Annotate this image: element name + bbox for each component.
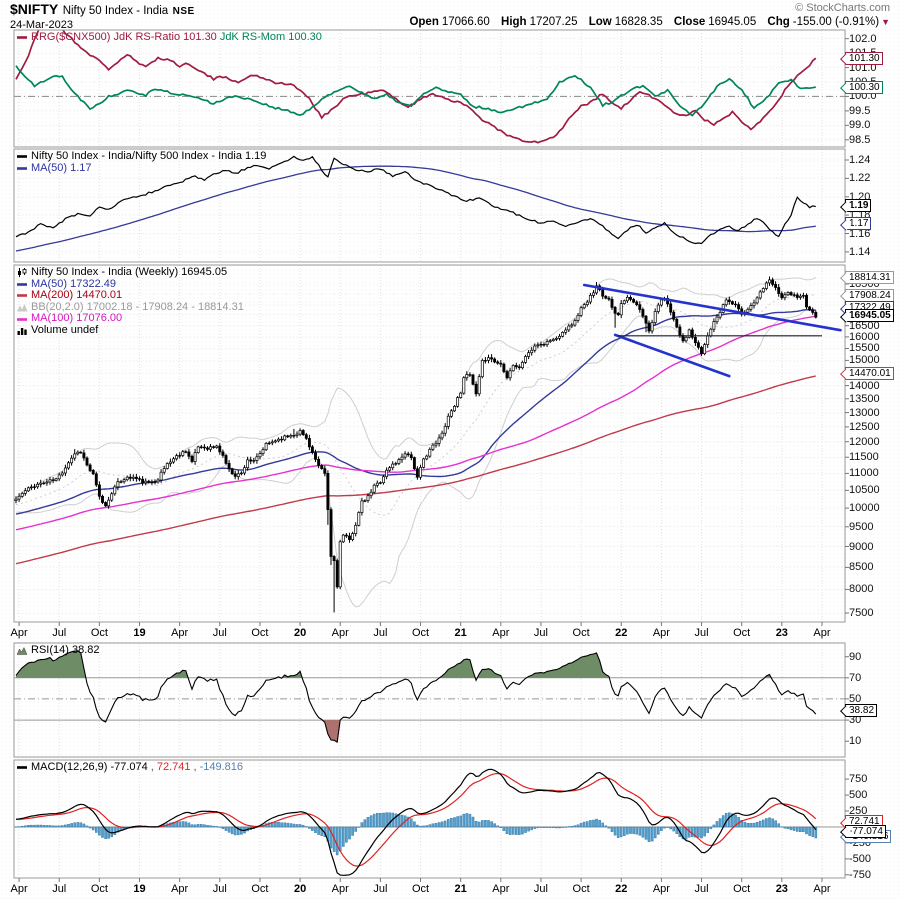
rsi-line: [15, 650, 817, 743]
open-label: Open: [409, 16, 439, 28]
high-value: 17207.25: [529, 16, 578, 28]
header: $NIFTY Nifty 50 Index - India NSE 24-Mar…: [0, 0, 900, 32]
rsi-frame: [13, 642, 846, 758]
close-value: 16945.05: [708, 16, 757, 28]
candles-layer: [14, 276, 818, 613]
macd-plot: [14, 768, 845, 876]
rsi-overbought-fill: [170, 670, 189, 678]
rrg-series: [15, 65, 816, 117]
ma100-line: [15, 315, 816, 531]
copyright: © StockCharts.com: [795, 2, 890, 14]
rrg-gridlines: [14, 30, 845, 147]
low-label: Low: [588, 16, 612, 28]
rrg-series: [15, 30, 817, 144]
chart-date: 24-Mar-2023: [10, 19, 73, 31]
high-label: High: [501, 16, 527, 28]
close-label: Close: [673, 16, 706, 28]
main-gridlines: [14, 265, 845, 622]
ratio-line: [15, 155, 816, 245]
rsi-overbought-fill: [477, 668, 502, 678]
rrg-lines: [14, 30, 845, 144]
rrg-frame: [13, 29, 846, 148]
exchange: NSE: [172, 6, 195, 17]
ma200-line: [15, 375, 816, 565]
rsi-gridlines: [18, 643, 823, 757]
macd-gridlines: [18, 760, 823, 878]
low-value: 16828.35: [614, 16, 663, 28]
open-value: 17066.60: [441, 16, 490, 28]
header-left: $NIFTY Nifty 50 Index - India NSE 24-Mar…: [10, 2, 195, 32]
down-triangle-icon: ▼: [881, 17, 890, 27]
rsi-overbought-fill: [526, 652, 610, 678]
title-line: $NIFTY Nifty 50 Index - India NSE: [10, 2, 195, 19]
quote-line: Open 17066.60 High 17207.25 Low 16828.35 Cl…: [401, 15, 890, 29]
trendline: [582, 283, 842, 332]
ratio-frame: [13, 148, 846, 263]
rsi-oversold-fill: [322, 720, 341, 743]
ratio-gridlines: [14, 149, 845, 262]
instrument-name: Nifty 50 Index - India: [62, 5, 169, 17]
annotations: [582, 283, 842, 378]
rsi-overbought-fill: [282, 671, 303, 678]
chg-label: Chg: [767, 16, 790, 28]
header-right: © StockCharts.com Open 17066.60 High 17207…: [401, 2, 890, 29]
candle-wicks: [15, 276, 817, 613]
rsi-plot: [14, 650, 845, 743]
symbol: $NIFTY: [10, 1, 59, 17]
trendline: [613, 333, 731, 378]
ratio-lines: [15, 155, 816, 252]
macd-line: [15, 768, 817, 876]
moving-averages: [15, 309, 816, 565]
macd-signal-line: [15, 772, 817, 867]
main-frame: [13, 264, 846, 623]
chg-value: -155.00 (-0.91%): [792, 16, 880, 28]
rsi-overbought-fill: [16, 650, 86, 678]
rsi-overbought-fill: [439, 659, 476, 678]
ratio-ma50: [15, 165, 816, 252]
